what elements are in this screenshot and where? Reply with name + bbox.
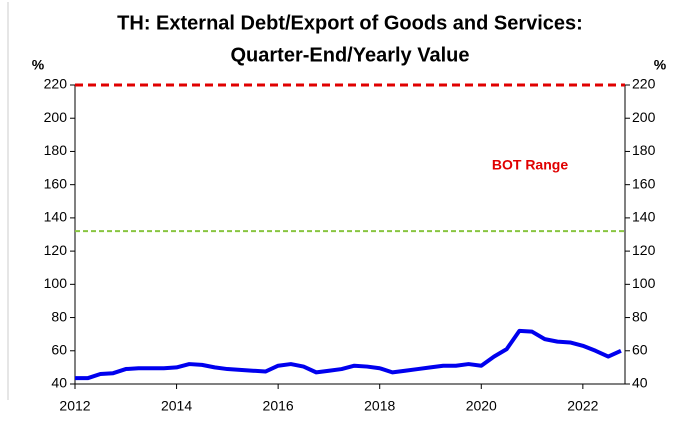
y-tick-label: 60 bbox=[51, 341, 67, 357]
y2-tick-label: 80 bbox=[632, 308, 648, 324]
y-tick-label: 140 bbox=[44, 209, 68, 225]
y-tick-label: 80 bbox=[51, 308, 67, 324]
x-tick-label: 2016 bbox=[263, 398, 294, 414]
y-tick-label: 100 bbox=[44, 275, 68, 291]
annotation: BOT Range bbox=[492, 157, 568, 173]
y2-axis-label: % bbox=[654, 57, 667, 73]
x-tick-label: 2020 bbox=[466, 398, 497, 414]
x-tick-label: 2018 bbox=[364, 398, 395, 414]
y2-tick-label: 40 bbox=[632, 375, 648, 391]
data-line bbox=[75, 328, 622, 381]
y-tick-label: 200 bbox=[44, 109, 68, 125]
y2-tick-label: 100 bbox=[632, 275, 656, 291]
y2-tick-label: 60 bbox=[632, 341, 648, 357]
y2-tick-label: 220 bbox=[632, 76, 656, 92]
y-tick-label: 160 bbox=[44, 175, 68, 191]
x-tick-label: 2022 bbox=[567, 398, 598, 414]
y-tick-label: 40 bbox=[51, 375, 67, 391]
chart-title: TH: External Debt/Export of Goods and Se… bbox=[117, 12, 583, 34]
y2-tick-label: 200 bbox=[632, 109, 656, 125]
y2-tick-label: 160 bbox=[632, 175, 656, 191]
y-tick-label: 180 bbox=[44, 142, 68, 158]
x-tick-label: 2014 bbox=[161, 398, 192, 414]
y2-tick-label: 120 bbox=[632, 242, 656, 258]
y-tick-label: 120 bbox=[44, 242, 68, 258]
y-tick-label: 220 bbox=[44, 76, 68, 92]
y2-tick-label: 140 bbox=[632, 209, 656, 225]
chart-title: Quarter-End/Yearly Value bbox=[231, 44, 470, 66]
y2-tick-label: 180 bbox=[632, 142, 656, 158]
y-axis-label: % bbox=[32, 57, 45, 73]
x-tick-label: 2012 bbox=[59, 398, 90, 414]
